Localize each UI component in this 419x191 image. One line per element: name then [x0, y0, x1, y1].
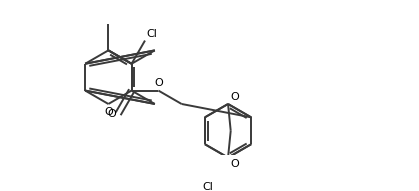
Text: O: O	[230, 159, 239, 169]
Text: O: O	[154, 78, 163, 88]
Text: O: O	[230, 92, 239, 102]
Text: Cl: Cl	[202, 182, 213, 191]
Text: O: O	[107, 109, 116, 119]
Text: Cl: Cl	[147, 29, 158, 39]
Text: O: O	[104, 107, 113, 117]
